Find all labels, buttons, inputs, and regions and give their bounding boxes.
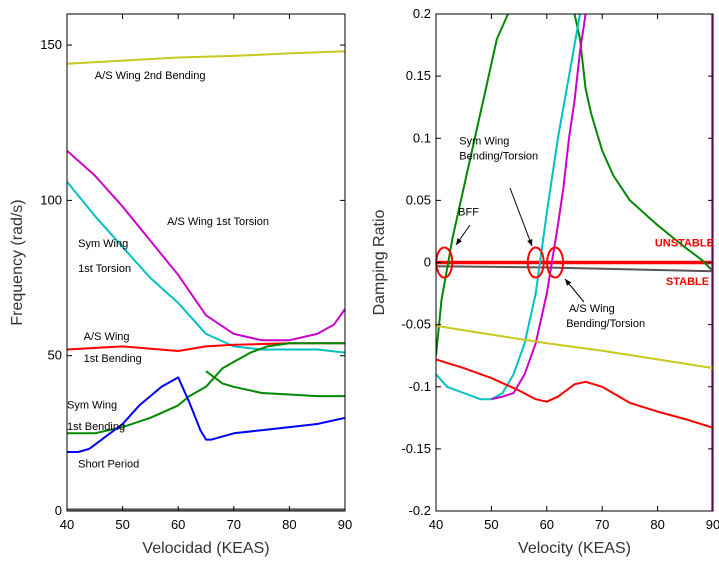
y-tick-label: 0.15 [406, 68, 431, 83]
series-line-aswing1t [67, 149, 345, 342]
x-tick-label: 60 [540, 517, 554, 532]
x-tick-label: 50 [484, 517, 498, 532]
series-line-shortperiod [67, 376, 345, 453]
series-line-dark [436, 265, 713, 273]
frequency-plot: 40 50 60 70 80 90 0 50 100 150 Velocidad (KEAS) Fre… [9, 13, 352, 557]
y-tick-label: 0 [55, 503, 62, 518]
highlight-ellipse-1 [526, 246, 545, 279]
series-group [67, 50, 345, 511]
y-tick-label: 150 [40, 37, 62, 52]
series-group [436, 14, 713, 511]
annotation-label: A/S Wing 1st Torsion [167, 216, 269, 228]
annotation-label: Bending/Torsion [566, 318, 645, 330]
x-tick-label: 80 [650, 517, 664, 532]
series-line-green [436, 14, 509, 356]
series-line-aswing2b [67, 50, 345, 65]
x-tick-label: 40 [60, 517, 74, 532]
y-tick-label: 0.05 [406, 192, 431, 207]
x-axis-label: Velocidad (KEAS) [142, 540, 269, 557]
y-tick-label: 50 [48, 348, 62, 363]
annotation-label: 1st Bending [84, 353, 142, 365]
y-tick-label: -0.15 [401, 441, 431, 456]
series-line-olive [436, 324, 713, 370]
plot-frame [66, 13, 346, 512]
annotation-label: Short Period [78, 459, 139, 471]
series-line-cyan [436, 14, 581, 401]
y-tick-label: -0.2 [409, 503, 431, 518]
y-tick-label: 0.2 [413, 6, 431, 21]
annotation-label: A/S Wing [569, 303, 615, 315]
annotation-label: A/S Wing 2nd Bending [95, 70, 206, 82]
annotation-label: 1st Bending [67, 421, 125, 433]
annotation-label: Bending/Torsion [459, 150, 538, 162]
annotation-label: Sym Wing [459, 135, 509, 147]
annotation-label: BFF [458, 206, 479, 218]
annotation-label: Sym Wing [78, 238, 128, 250]
y-axis-label: Damping Ratio [371, 209, 388, 315]
x-axis-label: Velocity (KEAS) [518, 540, 631, 557]
annotation-label: 1st Torsion [78, 263, 131, 275]
x-tick-label: 50 [115, 517, 129, 532]
x-tick-label: 40 [429, 517, 443, 532]
annotation-label: STABLE [666, 276, 709, 288]
y-tick-label: 0.1 [413, 130, 431, 145]
x-tick-label: 80 [282, 517, 296, 532]
sym-wing-arrow [509, 187, 533, 247]
sym-wing-arrow-head [527, 239, 533, 246]
annotation-label: A/S Wing [84, 331, 130, 343]
x-tick-label: 70 [227, 517, 241, 532]
y-tick-label: -0.05 [401, 317, 431, 332]
x-tick-label: 90 [338, 517, 352, 532]
y-tick-label: -0.1 [409, 379, 431, 394]
x-tick-label: 60 [171, 517, 185, 532]
damping-plot: 40 50 60 70 80 90 -0.2 -0.15 -0.1 -0.05 0 0.05 0.1 0.… [371, 6, 719, 557]
x-tick-label: 90 [706, 517, 719, 532]
annotation-label: UNSTABLE [655, 237, 714, 249]
y-tick-label: 0 [424, 255, 431, 270]
x-tick-label: 70 [595, 517, 609, 532]
y-axis-label: Frequency (rad/s) [9, 199, 26, 325]
series-line-symwing1t [67, 181, 345, 354]
series-line-magenta [491, 14, 587, 401]
series-line-green2 [573, 14, 713, 272]
highlight-ellipse-2 [546, 246, 565, 279]
series-line-symwing1b_low [205, 370, 345, 398]
as-wing-arrow-head [565, 279, 572, 286]
y-tick-label: 100 [40, 192, 62, 207]
annotation-label: Sym Wing [67, 399, 117, 411]
series-line-red_low [436, 358, 713, 429]
bff-arrow-head [456, 238, 462, 245]
